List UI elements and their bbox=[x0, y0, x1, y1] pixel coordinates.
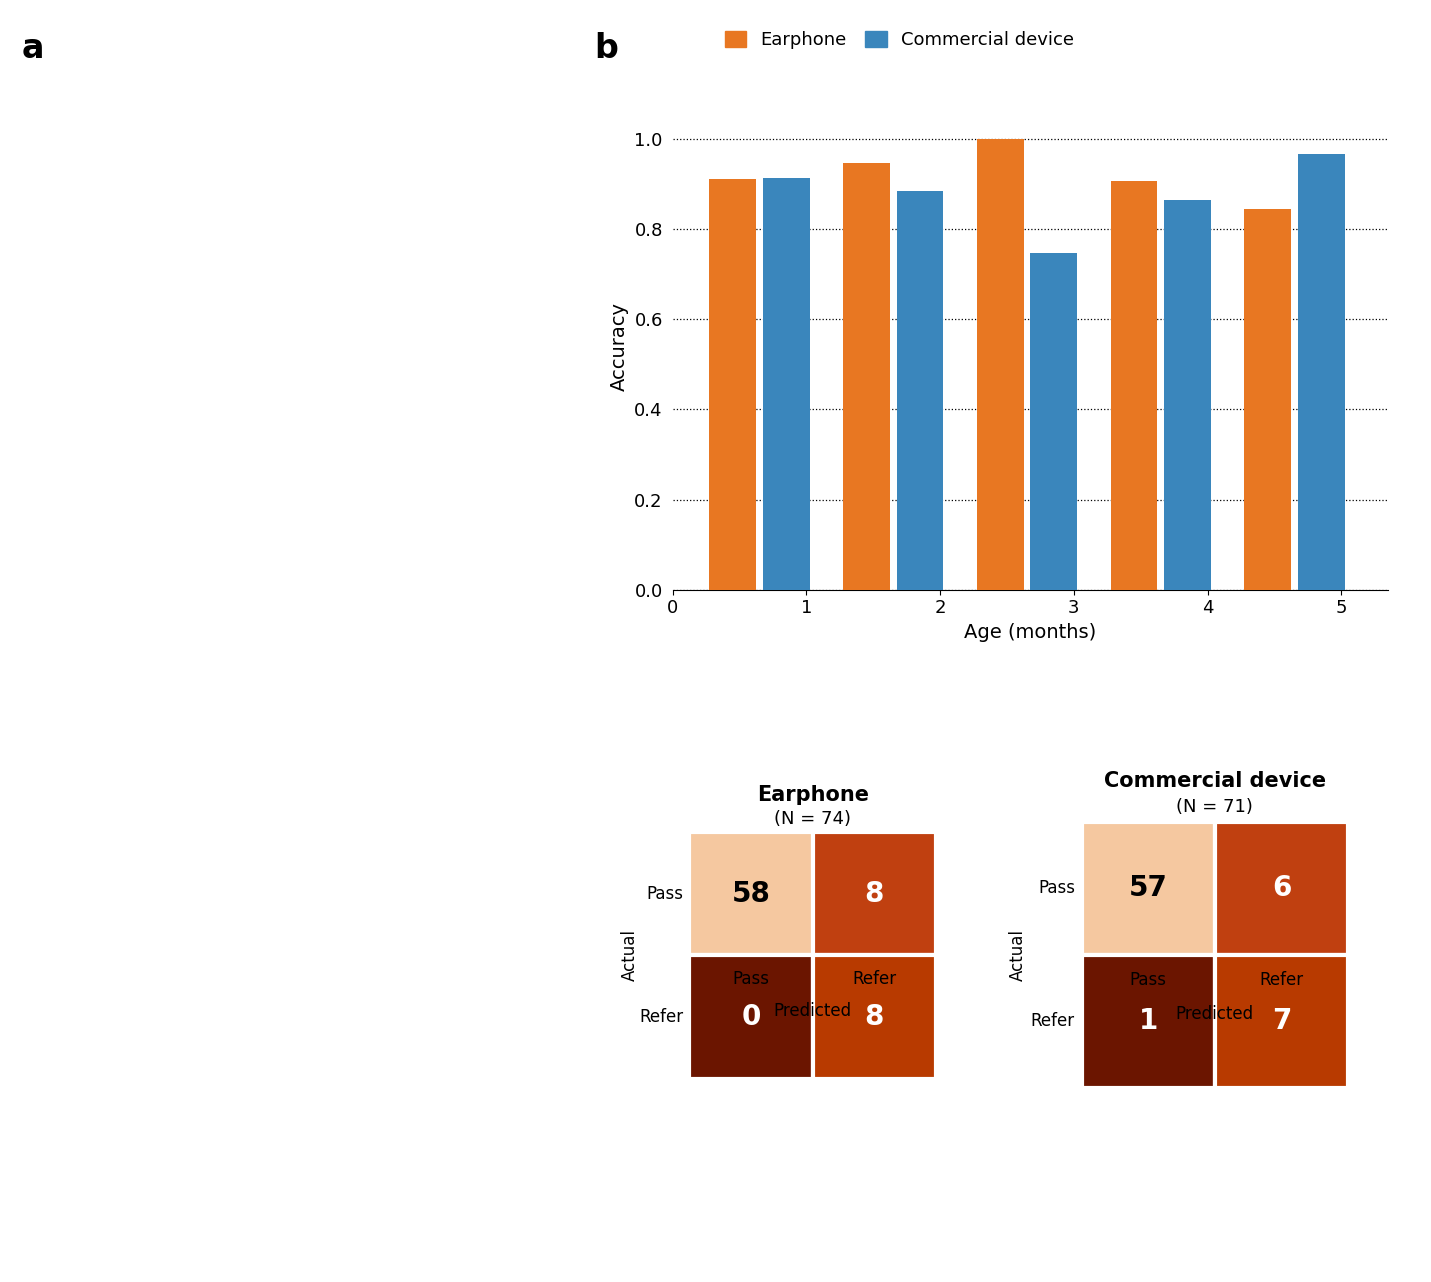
Text: Actual: Actual bbox=[621, 929, 640, 981]
Text: b: b bbox=[594, 32, 618, 65]
Text: Pass: Pass bbox=[1037, 879, 1075, 897]
Text: Actual: Actual bbox=[1009, 929, 1026, 981]
FancyBboxPatch shape bbox=[1215, 955, 1348, 1088]
FancyBboxPatch shape bbox=[1082, 955, 1215, 1088]
FancyBboxPatch shape bbox=[690, 955, 813, 1078]
Bar bbox=[710, 179, 756, 590]
Text: 1: 1 bbox=[1139, 1008, 1158, 1036]
Bar bbox=[1110, 182, 1158, 590]
Text: (N = 71): (N = 71) bbox=[1176, 797, 1254, 815]
Text: Predicted: Predicted bbox=[1176, 1005, 1254, 1023]
Y-axis label: Accuracy: Accuracy bbox=[610, 301, 628, 391]
Bar bbox=[1163, 200, 1211, 590]
Bar bbox=[843, 163, 890, 590]
Text: Refer: Refer bbox=[853, 970, 896, 988]
Text: Earphone: Earphone bbox=[757, 785, 869, 805]
Text: Predicted: Predicted bbox=[774, 1003, 851, 1020]
Text: 8: 8 bbox=[864, 879, 884, 908]
Text: a: a bbox=[21, 32, 44, 65]
Bar bbox=[1298, 154, 1345, 590]
Text: Commercial device: Commercial device bbox=[1103, 770, 1327, 791]
FancyBboxPatch shape bbox=[813, 955, 936, 1078]
FancyBboxPatch shape bbox=[813, 832, 936, 955]
Bar bbox=[763, 178, 810, 590]
FancyBboxPatch shape bbox=[1215, 822, 1348, 955]
Bar bbox=[1245, 209, 1291, 590]
Text: 6: 6 bbox=[1272, 874, 1291, 903]
Text: Refer: Refer bbox=[1259, 970, 1304, 988]
Text: 57: 57 bbox=[1129, 874, 1168, 903]
Text: Refer: Refer bbox=[640, 1008, 683, 1026]
Text: Refer: Refer bbox=[1030, 1013, 1075, 1031]
Bar bbox=[1030, 254, 1078, 590]
Legend: Earphone, Commercial device: Earphone, Commercial device bbox=[717, 24, 1082, 56]
Text: Pass: Pass bbox=[1129, 970, 1166, 988]
Text: Pass: Pass bbox=[733, 970, 770, 988]
Text: Pass: Pass bbox=[647, 885, 683, 903]
Bar bbox=[977, 138, 1023, 590]
X-axis label: Age (months): Age (months) bbox=[964, 623, 1096, 642]
Text: 7: 7 bbox=[1272, 1008, 1291, 1036]
Text: 0: 0 bbox=[741, 1003, 761, 1031]
Bar bbox=[897, 191, 943, 590]
FancyBboxPatch shape bbox=[1082, 822, 1215, 955]
Text: 58: 58 bbox=[731, 879, 770, 908]
Text: 8: 8 bbox=[864, 1003, 884, 1031]
FancyBboxPatch shape bbox=[690, 832, 813, 955]
Text: (N = 74): (N = 74) bbox=[774, 810, 851, 828]
